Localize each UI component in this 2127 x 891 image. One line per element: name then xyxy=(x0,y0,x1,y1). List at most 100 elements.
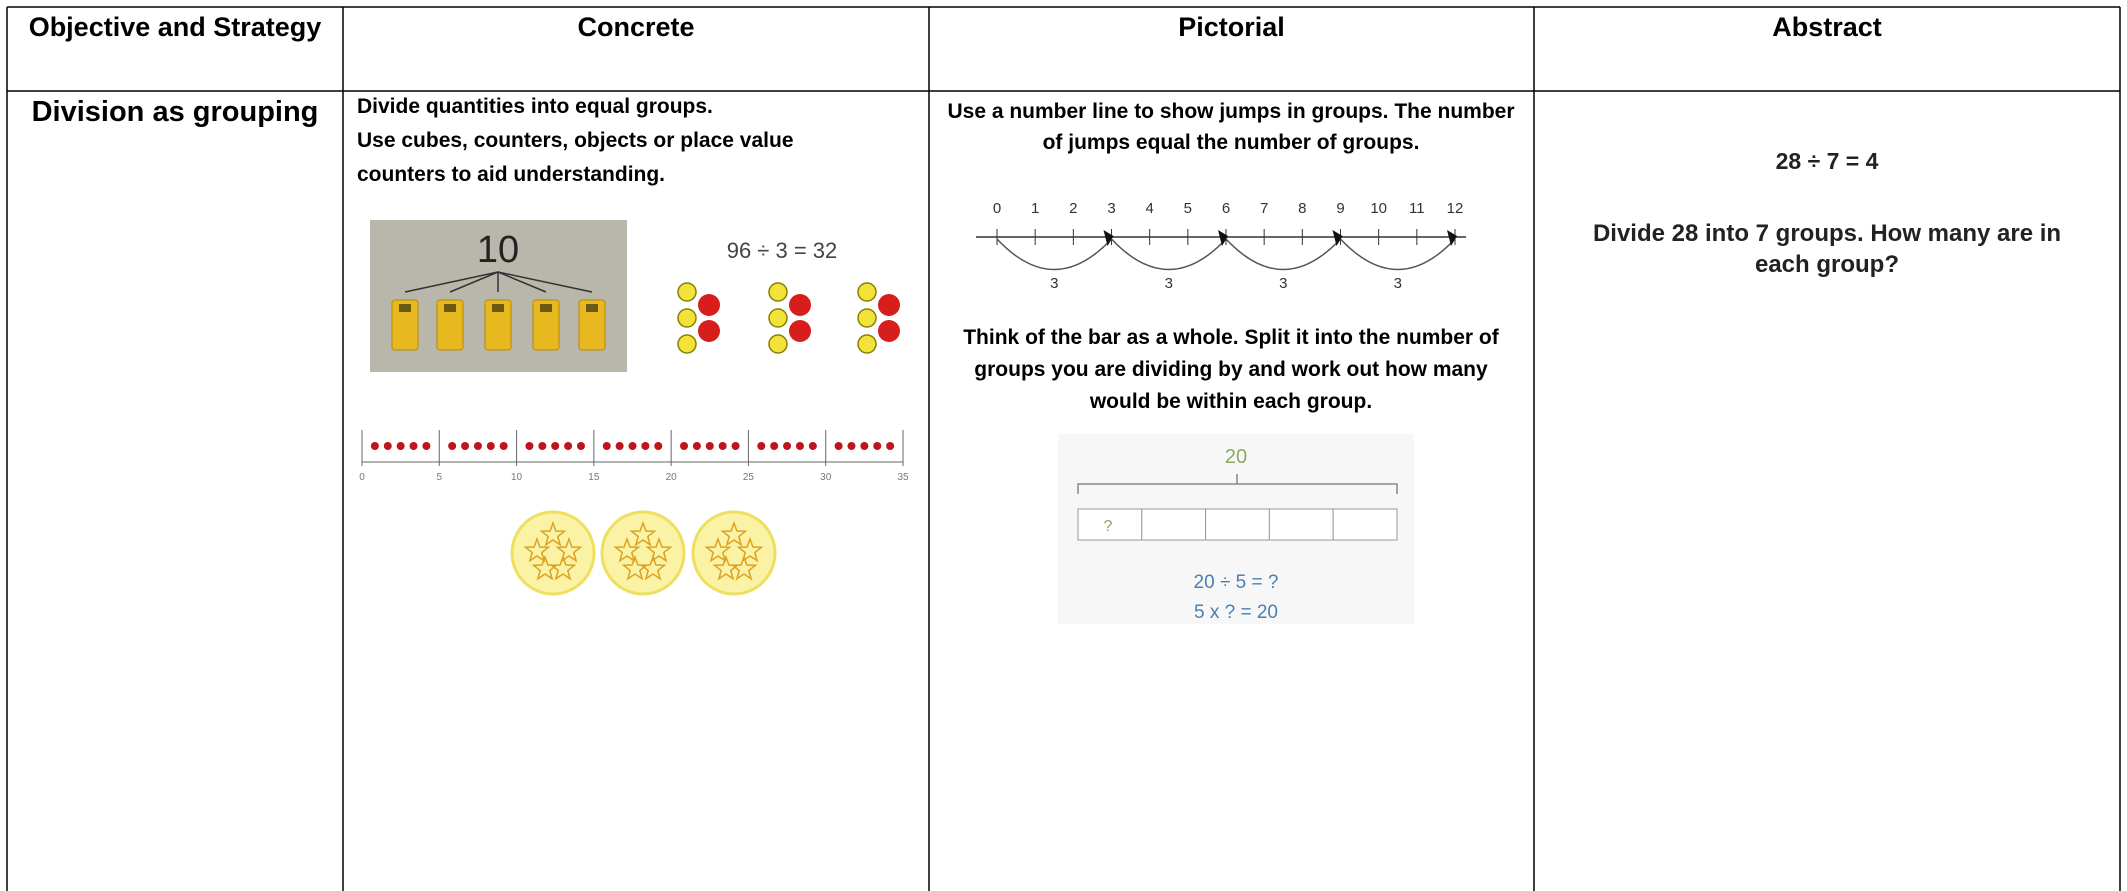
counter-red xyxy=(789,320,811,342)
bead xyxy=(873,442,882,450)
bead xyxy=(886,442,895,450)
jump-arc xyxy=(1225,238,1342,271)
bead xyxy=(654,442,663,450)
bead-label: 20 xyxy=(666,472,678,483)
jump-label: 3 xyxy=(1394,275,1402,292)
bar-part-box xyxy=(1077,508,1143,541)
bead xyxy=(770,442,779,450)
jump-arrow xyxy=(1447,230,1457,246)
number-line-label: 1 xyxy=(1031,200,1039,217)
bead xyxy=(692,442,701,450)
bead xyxy=(551,442,560,450)
bar-equation: 5 x ? = 20 xyxy=(1194,602,1278,623)
star xyxy=(704,536,732,563)
bead xyxy=(461,442,470,450)
counter-red xyxy=(698,320,720,342)
counter-yellow xyxy=(768,334,788,354)
bead xyxy=(705,442,714,450)
bar-part-box xyxy=(1268,508,1334,541)
strategy: Division as grouping xyxy=(31,96,319,128)
number-line-label: 8 xyxy=(1298,200,1306,217)
cube xyxy=(484,299,512,351)
star xyxy=(549,554,577,581)
number-line-label: 4 xyxy=(1145,200,1153,217)
bead-label: 15 xyxy=(588,472,600,483)
concrete-text: Divide quantities into equal groups. Use… xyxy=(357,90,877,192)
bead xyxy=(783,442,792,450)
cube-top xyxy=(540,304,552,312)
number-line-label: 9 xyxy=(1336,200,1344,217)
counter-yellow xyxy=(677,308,697,328)
star xyxy=(629,520,657,547)
bead xyxy=(409,442,418,450)
counter-red xyxy=(878,294,900,316)
counters-equation: 96 ÷ 3 = 32 xyxy=(727,238,838,263)
cube-top xyxy=(399,304,411,312)
counter-yellow xyxy=(857,308,877,328)
bead xyxy=(808,442,817,450)
jump-arc xyxy=(996,238,1113,271)
bar-part-box xyxy=(1205,508,1270,541)
arrow xyxy=(497,271,593,293)
bead xyxy=(538,442,547,450)
number-line-label: 0 xyxy=(993,200,1001,217)
bead-label: 5 xyxy=(437,472,443,483)
bar-part: ? xyxy=(1104,518,1113,535)
bead xyxy=(628,442,637,450)
bead xyxy=(718,442,727,450)
bead xyxy=(473,442,482,450)
bead-label: 35 xyxy=(897,472,909,483)
header-cell: Objective and Strategy xyxy=(28,12,322,42)
counter-yellow xyxy=(768,308,788,328)
bar xyxy=(1077,508,1398,541)
counter-red xyxy=(698,294,720,316)
bead xyxy=(680,442,689,450)
counters xyxy=(677,282,900,354)
star-groups xyxy=(510,510,777,596)
jump-arrow xyxy=(1103,230,1114,246)
bead xyxy=(602,442,611,450)
cube-top xyxy=(492,304,504,312)
bead xyxy=(795,442,804,450)
bar-equation: 20 ÷ 5 = ? xyxy=(1194,572,1279,593)
jump-arc xyxy=(1110,238,1227,271)
bead xyxy=(641,442,650,450)
star xyxy=(539,520,567,547)
bead xyxy=(731,442,740,450)
bar-total: 20 xyxy=(1225,446,1247,468)
bead xyxy=(370,442,379,450)
bead xyxy=(448,442,457,450)
bead-label: 30 xyxy=(820,472,832,483)
jump-arrow xyxy=(1332,230,1343,246)
cube xyxy=(391,299,419,351)
counter-red xyxy=(878,320,900,342)
star xyxy=(523,536,551,563)
star xyxy=(720,520,748,547)
star xyxy=(555,536,583,563)
header-cell: Pictorial xyxy=(1178,12,1285,42)
number-line-label: 2 xyxy=(1069,200,1077,217)
bead xyxy=(834,442,843,450)
cube xyxy=(578,299,606,351)
bead xyxy=(486,442,495,450)
number-line-label: 6 xyxy=(1222,200,1230,217)
bead xyxy=(847,442,856,450)
cube xyxy=(436,299,464,351)
bead xyxy=(396,442,405,450)
jump-arrow xyxy=(1218,230,1228,246)
abstract-question: Divide 28 into 7 groups. How many are in… xyxy=(1592,220,2062,278)
bead-line: 0 5 10 15 20 25 30 35 xyxy=(359,430,909,483)
star xyxy=(639,554,667,581)
bead xyxy=(615,442,624,450)
arrow xyxy=(404,271,499,293)
jump-arc xyxy=(1339,238,1456,271)
counter-yellow xyxy=(677,282,697,302)
bead xyxy=(757,442,766,450)
cube xyxy=(532,299,560,351)
jump-label: 3 xyxy=(1050,275,1058,292)
counter-yellow xyxy=(677,334,697,354)
number-line-label: 5 xyxy=(1184,200,1192,217)
header-cell: Concrete xyxy=(577,12,695,42)
